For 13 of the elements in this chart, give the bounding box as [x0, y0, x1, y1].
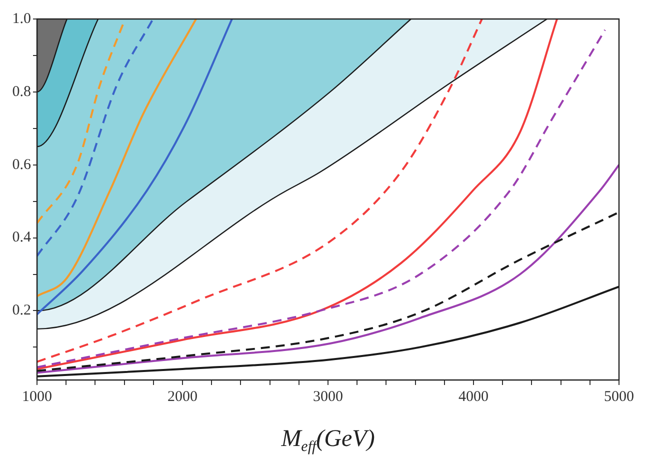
x-tick-label: 5000: [604, 388, 634, 405]
x-tick-label: 3000: [313, 388, 343, 405]
y-tick-label: 0.8: [12, 84, 31, 100]
line-series: [37, 19, 233, 316]
x-tick-label: 2000: [168, 388, 198, 405]
y-tick-label: 0.6: [12, 156, 32, 173]
y-tick-label: 1.0: [12, 10, 31, 27]
y-tick-label: 0.4: [12, 230, 32, 246]
x-tick-label: 4000: [458, 388, 488, 405]
x-tick-label: 1000: [22, 388, 52, 405]
line-series: [37, 164, 619, 374]
y-tick-label: 0.2: [12, 302, 31, 319]
line-series: [37, 19, 198, 298]
